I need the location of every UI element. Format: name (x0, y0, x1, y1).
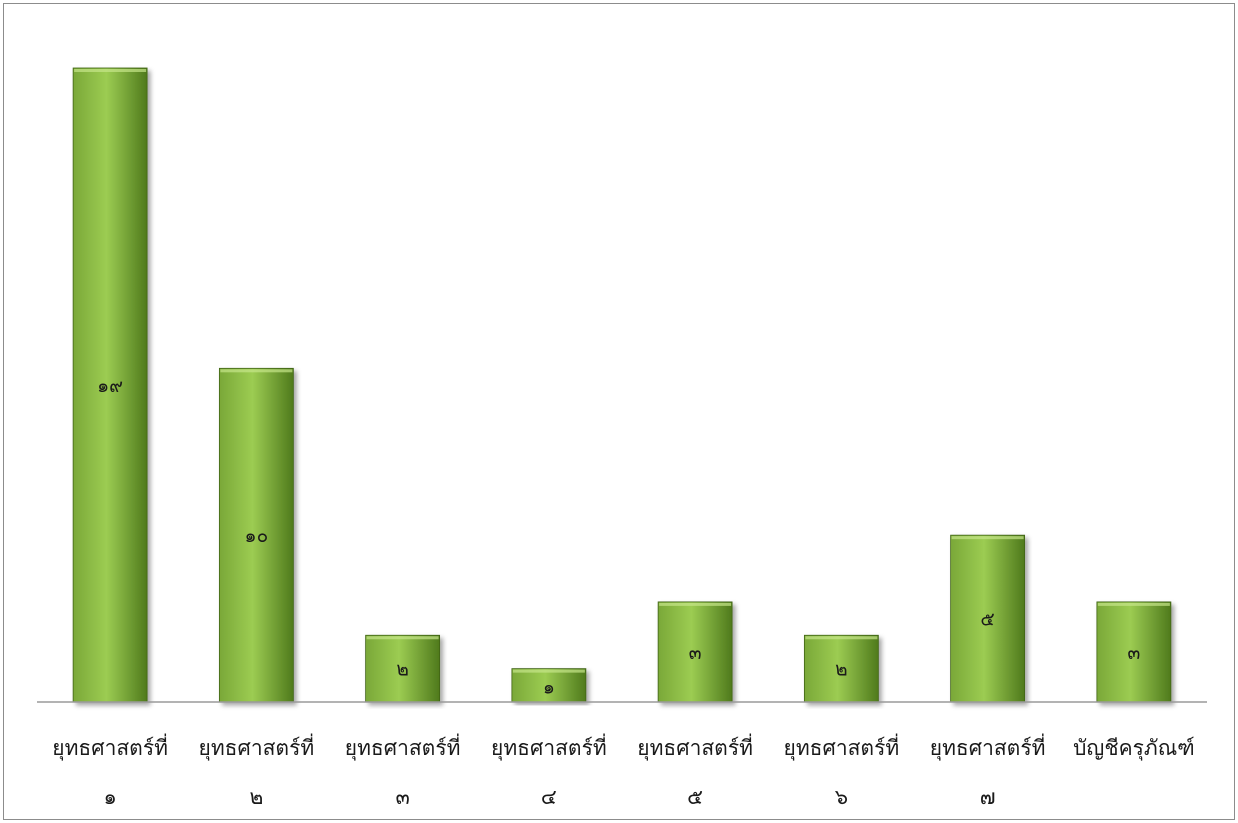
x-tick-label-2-line-1: ยุทธศาสตร์ที่ (199, 733, 315, 761)
data-label-1: ๑๙ (97, 375, 123, 397)
data-label-2: ๑๐ (245, 525, 269, 547)
x-tick-label-4-line-2: ๔ (541, 785, 557, 809)
x-tick-label-1-line-1: ยุทธศาสตร์ที่ (52, 733, 168, 761)
bar-highlight-4 (512, 669, 585, 673)
bar-7 (950, 534, 1026, 703)
data-label-7: ๕ (980, 609, 994, 631)
data-label-4: ๑ (543, 677, 555, 699)
bar-highlight-5 (659, 602, 732, 606)
x-tick-label-3-line-2: ๓ (395, 785, 409, 809)
bar-highlight-8 (1097, 602, 1170, 606)
x-tick-label-5-line-1: ยุทธศาสตร์ที่ (637, 733, 753, 761)
x-tick-label-7-line-2: ๗ (980, 785, 996, 809)
x-tick-label-1-line-2: ๑ (103, 785, 116, 809)
data-label-3: ๒ (396, 659, 409, 681)
x-tick-label-5-line-2: ๕ (687, 785, 703, 809)
x-tick-label-3-line-1: ยุทธศาสตร์ที่ (345, 733, 461, 761)
bar-highlight-6 (805, 636, 878, 640)
data-label-6: ๒ (835, 659, 848, 681)
x-tick-labels: ยุทธศาสตร์ที่๑ ยุทธศาสตร์ที่๒ ยุทธศาสตร์ที… (52, 733, 1194, 809)
bar-highlight-2 (220, 369, 293, 373)
x-tick-label-8: บัญชีครุภัณฑ์ (1073, 736, 1195, 761)
bar-highlight-3 (366, 636, 439, 640)
bar-5 (657, 601, 733, 703)
x-tick-label-6-line-2: ๖ (835, 785, 848, 809)
x-tick-label-2-line-2: ๒ (249, 785, 263, 809)
x-tick-label-7-line-1: ยุทธศาสตร์ที่ (930, 733, 1046, 761)
bar-highlight-7 (951, 536, 1024, 540)
bar-highlight-1 (74, 69, 147, 72)
chart-frame (3, 3, 1235, 820)
bars-layer (72, 67, 1172, 703)
bar-2 (218, 367, 294, 703)
x-tick-label-6-line-1: ยุทธศาสตร์ที่ (784, 733, 900, 761)
x-tick-label-4-line-1: ยุทธศาสตร์ที่ (491, 733, 607, 761)
data-label-8: ๓ (1127, 642, 1140, 664)
data-label-5: ๓ (689, 642, 702, 664)
bar-3 (365, 634, 441, 703)
bar-1 (72, 67, 148, 703)
